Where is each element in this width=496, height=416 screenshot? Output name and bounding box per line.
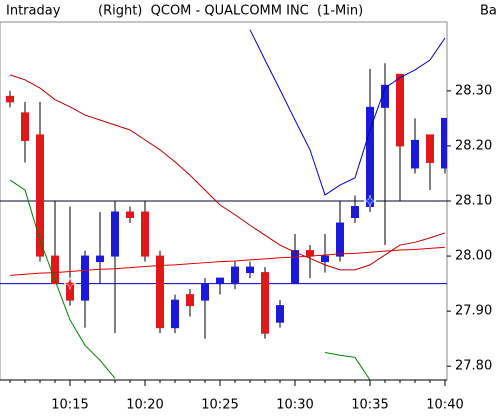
candle-body	[141, 211, 149, 257]
indicator-line	[324, 351, 371, 380]
candle-body	[246, 266, 254, 274]
plot-layer	[0, 29, 447, 380]
candle-body	[351, 206, 359, 219]
y-tick-label: 28.10	[455, 194, 492, 209]
candle-body	[291, 250, 299, 285]
candle-body	[96, 255, 104, 263]
candle-body	[111, 211, 119, 257]
candle-body	[81, 255, 89, 301]
y-tick-label: 27.80	[455, 359, 492, 374]
y-tick-label: 28.00	[455, 249, 492, 264]
candle-body	[126, 211, 134, 219]
indicator-line	[249, 29, 446, 196]
candle-body	[441, 117, 447, 169]
y-tick-label: 28.30	[455, 83, 492, 98]
header-right: Ba	[480, 4, 496, 19]
x-tick-label: 10:15	[51, 398, 88, 413]
indicator-line	[9, 246, 446, 276]
candle-body	[6, 95, 14, 103]
candle-body	[231, 266, 239, 285]
candle-body	[396, 73, 404, 147]
candle-body	[171, 299, 179, 329]
chart-title: (Right) QCOM - QUALCOMM INC (1-Min)	[98, 4, 363, 19]
indicator-line	[9, 74, 446, 271]
candle-body	[261, 272, 269, 334]
candle-body	[186, 294, 194, 307]
signal-marker	[363, 194, 377, 208]
x-tick-label: 10:20	[126, 398, 163, 413]
candle-body	[321, 255, 329, 263]
y-tick-label: 27.90	[455, 304, 492, 319]
candle-body	[426, 134, 434, 163]
candle-body	[201, 283, 209, 301]
candle-body	[156, 255, 164, 329]
candle-body	[36, 134, 44, 257]
x-tick-label: 10:35	[351, 398, 388, 413]
x-tick-label: 10:30	[276, 398, 313, 413]
x-tick-label: 10:40	[426, 398, 463, 413]
candle-body	[306, 250, 314, 257]
candle-body	[381, 84, 389, 108]
candle-body	[21, 112, 29, 141]
indicator-line	[9, 179, 116, 379]
y-tick-label: 28.20	[455, 138, 492, 153]
candle-body	[216, 277, 224, 285]
header-left: Intraday	[6, 4, 61, 19]
candle-body	[276, 305, 284, 323]
signal-marker	[63, 276, 77, 291]
x-tick-label: 10:25	[201, 398, 238, 413]
candle-body	[336, 222, 344, 257]
candle-body	[411, 139, 419, 169]
